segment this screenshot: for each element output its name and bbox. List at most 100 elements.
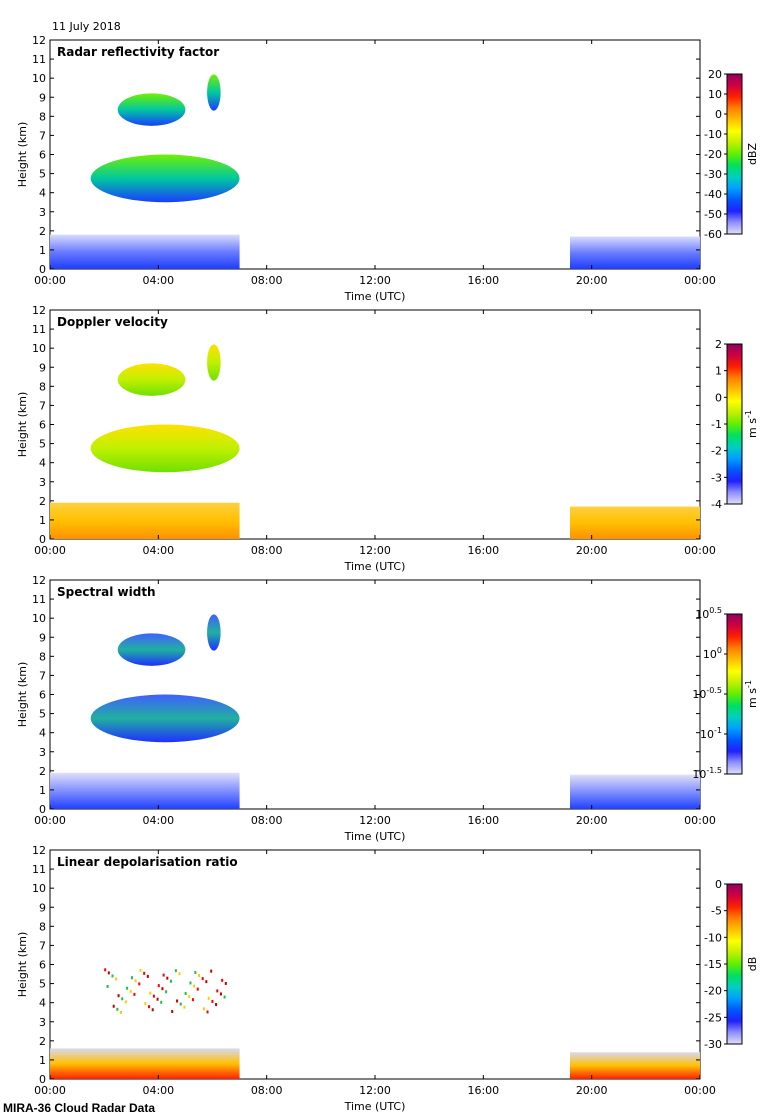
y-tick-label: 9 xyxy=(39,361,46,374)
data-region-3 xyxy=(117,363,186,396)
data-pixel xyxy=(205,980,208,984)
y-tick-label: 8 xyxy=(39,650,46,663)
x-tick-label: 08:00 xyxy=(251,544,283,557)
x-tick-label: 00:00 xyxy=(684,544,716,557)
colorbar-unit: dBZ xyxy=(746,143,759,166)
y-tick-label: 1 xyxy=(39,784,46,797)
colorbar-tick-label: 2 xyxy=(715,338,722,351)
data-region-1 xyxy=(50,502,240,539)
colorbar xyxy=(726,73,743,235)
data-pixel xyxy=(160,1000,163,1004)
colorbar-tick-label: 0 xyxy=(715,391,722,404)
x-tick-label: 00:00 xyxy=(34,544,66,557)
colorbar-tick-label: 10-1 xyxy=(700,726,722,741)
colorbar-tick-label: -30 xyxy=(704,168,722,181)
data-pixel xyxy=(120,1010,123,1014)
colorbar-tick-label: 0 xyxy=(715,108,722,121)
data-pixel xyxy=(157,984,160,988)
panel-title: Doppler velocity xyxy=(57,315,168,329)
plot-area xyxy=(49,309,701,540)
x-tick-label: 04:00 xyxy=(142,274,174,287)
data-region-1 xyxy=(50,234,240,269)
colorbar-tick-label: 10 xyxy=(708,88,722,101)
data-region-4 xyxy=(207,344,221,381)
y-tick-label: 7 xyxy=(39,129,46,142)
y-tick-label: 11 xyxy=(32,593,46,606)
x-tick-label: 00:00 xyxy=(684,274,716,287)
panel-title: Spectral width xyxy=(57,585,156,599)
y-tick-label: 10 xyxy=(32,72,46,85)
data-pixel xyxy=(196,987,199,991)
data-region-3 xyxy=(570,1052,700,1079)
colorbar-tick-label: -40 xyxy=(704,188,722,201)
colorbar-tick-label: -10 xyxy=(704,128,722,141)
colorbar-tick-label: -20 xyxy=(704,985,722,998)
colorbar xyxy=(726,883,743,1045)
x-tick-label: 04:00 xyxy=(142,1084,174,1097)
data-pixel xyxy=(206,1010,209,1014)
data-pixel xyxy=(211,999,214,1003)
x-tick-label: 08:00 xyxy=(251,814,283,827)
data-pixel xyxy=(162,973,165,977)
data-pixel xyxy=(202,1007,205,1011)
x-tick-label: 04:00 xyxy=(142,544,174,557)
data-pixel xyxy=(224,981,227,985)
data-pixel xyxy=(115,977,118,981)
colorbar-tick-label: 100 xyxy=(703,646,722,661)
data-pixel xyxy=(179,1002,182,1006)
colorbar-tick-label: -50 xyxy=(704,208,722,221)
y-tick-label: 9 xyxy=(39,901,46,914)
colorbar-tick-label: 1 xyxy=(715,365,722,378)
x-tick-label: 12:00 xyxy=(359,1084,391,1097)
colorbar-tick-label: -2 xyxy=(711,445,722,458)
y-tick-label: 10 xyxy=(32,342,46,355)
plot-area xyxy=(49,579,701,810)
panel-title: Linear depolarisation ratio xyxy=(57,855,238,869)
data-pixel xyxy=(189,981,192,985)
y-tick-label: 0 xyxy=(39,803,46,816)
colorbar-tick-label: 10-0.5 xyxy=(692,686,722,701)
data-pixel xyxy=(129,989,132,993)
x-axis-label: Time (UTC) xyxy=(344,560,406,573)
y-tick-label: 11 xyxy=(32,53,46,66)
y-tick-label: 0 xyxy=(39,263,46,276)
data-region-1 xyxy=(50,1048,240,1079)
y-axis-label: Height (km) xyxy=(16,662,29,728)
y-tick-label: 2 xyxy=(39,495,46,508)
colorbar-tick-label: -25 xyxy=(704,1011,722,1024)
colorbar xyxy=(726,343,743,505)
colorbar-tick-label: 0 xyxy=(715,878,722,891)
plot-area xyxy=(49,849,701,1080)
data-pixel xyxy=(174,969,177,973)
data-pixel xyxy=(176,999,179,1003)
y-tick-label: 5 xyxy=(39,708,46,721)
x-tick-label: 00:00 xyxy=(34,274,66,287)
data-pixel xyxy=(148,1005,151,1009)
data-pixel xyxy=(133,992,136,996)
y-tick-label: 4 xyxy=(39,187,46,200)
colorbar-tick-label: -20 xyxy=(704,148,722,161)
colorbar xyxy=(726,613,743,775)
y-tick-label: 2 xyxy=(39,765,46,778)
y-tick-label: 7 xyxy=(39,939,46,952)
data-pixel xyxy=(107,971,110,975)
data-pixel xyxy=(149,991,152,995)
data-pixel xyxy=(171,1010,174,1014)
data-pixel xyxy=(138,982,141,986)
colorbar-tick-label: -4 xyxy=(711,498,722,511)
x-axis-label: Time (UTC) xyxy=(344,1100,406,1113)
x-tick-label: 12:00 xyxy=(359,814,391,827)
x-tick-label: 08:00 xyxy=(251,274,283,287)
x-tick-label: 04:00 xyxy=(142,814,174,827)
y-tick-label: 3 xyxy=(39,746,46,759)
data-pixel xyxy=(112,1004,115,1008)
data-pixel xyxy=(198,974,201,978)
x-axis-label: Time (UTC) xyxy=(344,290,406,303)
y-axis-label: Height (km) xyxy=(16,932,29,998)
data-pixel xyxy=(221,978,224,982)
data-pixel xyxy=(156,997,159,1001)
y-tick-label: 1 xyxy=(39,244,46,257)
x-tick-label: 16:00 xyxy=(467,1084,499,1097)
